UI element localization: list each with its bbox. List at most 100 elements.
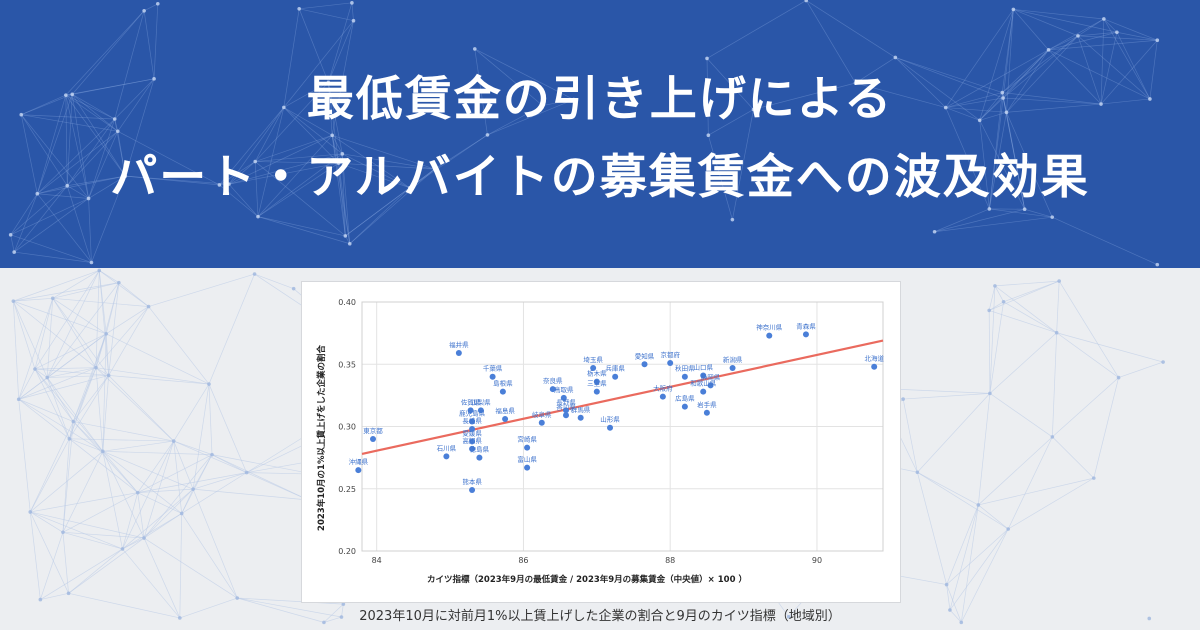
network-line xyxy=(328,82,343,154)
network-line xyxy=(1103,18,1118,33)
network-line xyxy=(37,118,115,194)
network-node xyxy=(432,167,437,171)
network-line xyxy=(978,477,1094,506)
network-line xyxy=(1003,301,1057,334)
network-line xyxy=(114,118,119,132)
point-label: 山梨県 xyxy=(471,397,491,406)
network-line xyxy=(106,306,149,335)
network-line xyxy=(95,270,100,368)
network-line xyxy=(91,175,126,263)
network-node xyxy=(115,129,120,134)
network-line xyxy=(68,548,123,594)
network-line xyxy=(211,454,314,475)
network-line xyxy=(228,161,256,185)
network-line xyxy=(99,270,149,307)
network-line xyxy=(72,94,119,132)
network-line xyxy=(283,107,339,164)
network-line xyxy=(108,375,210,385)
network-line xyxy=(30,511,64,533)
network-line xyxy=(979,111,1007,121)
point-label: 和歌山県 xyxy=(690,379,717,388)
network-node xyxy=(106,373,111,378)
point-label: 広島県 xyxy=(675,394,695,403)
network-line xyxy=(88,131,119,199)
network-line xyxy=(18,375,109,400)
network-line xyxy=(21,94,66,116)
network-line xyxy=(106,333,210,385)
network-node xyxy=(1050,435,1055,439)
network-node xyxy=(67,437,72,441)
network-line xyxy=(21,114,118,132)
network-line xyxy=(1056,281,1060,333)
network-line xyxy=(283,8,300,108)
data-point xyxy=(467,407,474,414)
network-line xyxy=(122,492,139,550)
network-line xyxy=(66,118,116,186)
network-line xyxy=(979,92,1003,121)
point-label: 兵庫県 xyxy=(605,364,625,373)
data-point xyxy=(524,464,531,471)
network-line xyxy=(979,49,1049,121)
network-line xyxy=(228,135,333,185)
network-line xyxy=(208,273,255,385)
network-node xyxy=(943,105,948,110)
network-node xyxy=(155,1,160,6)
network-line xyxy=(117,130,220,186)
network-line xyxy=(1003,97,1102,105)
network-line xyxy=(988,301,1004,311)
network-line xyxy=(934,208,990,233)
data-point xyxy=(499,388,506,395)
network-line xyxy=(1052,436,1095,479)
network-node xyxy=(227,182,231,186)
network-line xyxy=(732,109,754,220)
network-node xyxy=(19,112,24,117)
point-label: 神奈川県 xyxy=(756,323,783,332)
network-line xyxy=(13,300,107,335)
network-line xyxy=(1001,9,1014,93)
point-label: 北海道 xyxy=(864,354,884,363)
network-line xyxy=(73,421,174,442)
x-tick-label: 84 xyxy=(372,556,382,565)
network-line xyxy=(34,298,54,370)
network-node xyxy=(120,547,125,551)
network-line xyxy=(102,375,109,452)
network-line xyxy=(122,513,182,550)
network-line xyxy=(69,375,109,440)
network-line xyxy=(10,234,92,263)
network-line xyxy=(173,440,194,490)
network-line xyxy=(257,135,333,217)
point-label: 愛媛県 xyxy=(462,428,482,437)
network-line xyxy=(66,94,73,186)
network-line xyxy=(328,2,353,83)
network-line xyxy=(143,3,158,12)
network-line xyxy=(137,488,194,493)
network-line xyxy=(806,0,896,58)
data-point xyxy=(802,331,809,338)
network-line xyxy=(979,120,990,209)
network-line xyxy=(474,48,543,106)
network-line xyxy=(219,161,256,186)
network-node xyxy=(152,77,156,81)
network-line xyxy=(173,441,183,514)
network-node xyxy=(336,161,341,165)
network-node xyxy=(901,397,905,401)
network-line xyxy=(1013,9,1117,33)
x-axis-title: カイツ指標（2023年9月の最低賃金 / 2023年9月の募集賃金（中央値）× … xyxy=(427,574,747,585)
network-node xyxy=(217,183,222,187)
network-line xyxy=(98,270,109,376)
network-line xyxy=(934,216,1053,233)
network-node xyxy=(1001,299,1006,304)
network-node xyxy=(171,439,176,443)
network-line xyxy=(137,492,145,539)
network-line xyxy=(434,134,488,170)
data-point xyxy=(700,388,707,395)
network-node xyxy=(407,185,412,190)
network-node xyxy=(16,397,21,402)
network-line xyxy=(949,528,1009,611)
x-tick-label: 86 xyxy=(518,556,528,565)
network-line xyxy=(37,131,119,194)
network-line xyxy=(228,107,285,185)
data-point xyxy=(593,388,600,395)
network-node xyxy=(146,304,151,309)
network-line xyxy=(18,368,36,400)
